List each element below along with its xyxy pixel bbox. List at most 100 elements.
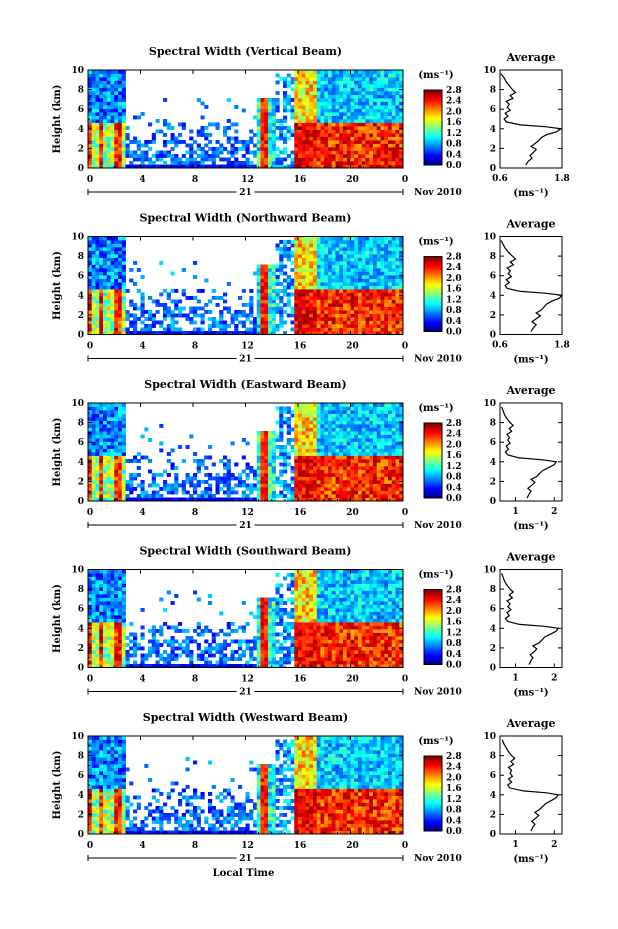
heatmap-cell xyxy=(320,327,325,332)
heatmap-cell xyxy=(313,480,318,484)
heatmap-cell xyxy=(260,310,265,314)
heatmap-cell xyxy=(95,417,100,421)
heatmap-cell xyxy=(395,462,400,467)
heatmap-cell xyxy=(388,324,393,328)
heatmap-cell xyxy=(271,143,276,148)
heatmap-cell xyxy=(189,310,194,314)
heatmap-cell xyxy=(324,289,329,293)
heatmap-cell xyxy=(369,459,374,463)
heatmap-cell xyxy=(309,285,314,290)
heatmap-cell xyxy=(196,161,201,165)
heatmap-cell xyxy=(286,427,291,432)
heatmap-cell xyxy=(88,455,93,460)
heatmap-cell xyxy=(309,441,314,446)
profile-title: Average xyxy=(505,218,555,231)
heatmap-cell xyxy=(320,292,325,297)
heatmap-cell xyxy=(121,143,126,148)
heatmap-cell xyxy=(313,105,318,109)
heatmap-cell xyxy=(95,494,100,498)
heatmap-cell xyxy=(384,129,389,134)
heatmap-cell xyxy=(365,87,370,92)
heatmap-cell xyxy=(256,431,261,435)
heatmap-cell xyxy=(174,480,179,484)
heatmap-cell xyxy=(286,164,291,169)
heatmap-cell xyxy=(163,469,168,474)
heatmap-cell xyxy=(305,108,310,113)
date-label-bg xyxy=(236,353,255,364)
colorbar-tick-label: 0.8 xyxy=(446,306,462,316)
heatmap-cell xyxy=(309,427,314,432)
heatmap-cell xyxy=(256,480,261,484)
heatmap-cell xyxy=(159,424,164,428)
heatmap-cell xyxy=(320,271,325,276)
heatmap-cell xyxy=(181,268,186,272)
heatmap-cell xyxy=(260,303,265,307)
heatmap-cell xyxy=(249,310,254,314)
heatmap-cell xyxy=(395,161,400,165)
heatmap-cell xyxy=(376,275,381,279)
heatmap-cell xyxy=(264,271,269,276)
heatmap-cell xyxy=(331,406,336,411)
colorbar-swatch xyxy=(424,122,442,125)
heatmap-cell xyxy=(354,448,359,453)
heatmap-cell xyxy=(271,313,276,318)
heatmap-cell xyxy=(313,410,318,414)
heatmap-cell xyxy=(136,459,141,463)
heatmap-cell xyxy=(331,476,336,481)
heatmap-cell xyxy=(331,112,336,116)
heatmap-cell xyxy=(350,452,355,456)
heatmap-cell xyxy=(320,455,325,460)
heatmap-cell xyxy=(88,101,93,106)
heatmap-cell xyxy=(388,303,393,307)
heatmap-cell xyxy=(350,324,355,328)
y-tick-label: 8 xyxy=(78,252,84,262)
heatmap-cell xyxy=(376,403,381,407)
heatmap-cell xyxy=(114,441,119,446)
heatmap-cell xyxy=(106,303,111,307)
heatmap-cell xyxy=(346,115,351,120)
heatmap-cell xyxy=(166,296,171,300)
heatmap-cell xyxy=(294,431,299,435)
heatmap-cell xyxy=(335,240,340,244)
heatmap-cell xyxy=(388,420,393,425)
profile-x-tick-label: 2 xyxy=(551,507,557,517)
heatmap-cell xyxy=(365,264,370,269)
heatmap-cell xyxy=(286,247,291,251)
heatmap-cell xyxy=(106,278,111,283)
heatmap-cell xyxy=(178,133,183,137)
heatmap-cell xyxy=(91,157,96,162)
colorbar-swatch xyxy=(424,490,442,494)
heatmap-cell xyxy=(193,275,198,279)
heatmap-cell xyxy=(110,424,115,428)
heatmap-cell xyxy=(181,126,186,130)
heatmap-cell xyxy=(343,303,348,307)
heatmap-cell xyxy=(361,240,366,244)
heatmap-cell xyxy=(365,427,370,432)
heatmap-cell xyxy=(331,250,336,255)
heatmap-cell xyxy=(365,247,370,251)
heatmap-cell xyxy=(339,236,344,241)
heatmap-cell xyxy=(298,250,303,255)
heatmap-cell xyxy=(91,490,96,495)
heatmap-cell xyxy=(294,115,299,120)
heatmap-cell xyxy=(95,424,100,428)
heatmap-cell xyxy=(196,331,201,335)
heatmap-cell xyxy=(350,105,355,109)
heatmap-cell xyxy=(346,452,351,456)
heatmap-cell xyxy=(373,278,378,283)
heatmap-cell xyxy=(346,108,351,113)
heatmap-cell xyxy=(350,327,355,332)
heatmap-cell xyxy=(223,462,228,467)
heatmap-cell xyxy=(114,250,119,255)
heatmap-cell xyxy=(118,324,123,328)
heatmap-cell xyxy=(121,285,126,290)
heatmap-cell xyxy=(264,105,269,109)
heatmap-cell xyxy=(253,115,258,120)
heatmap-cell xyxy=(346,101,351,106)
heatmap-cell xyxy=(110,257,115,262)
heatmap-cell xyxy=(118,157,123,162)
heatmap-cell xyxy=(121,98,126,102)
heatmap-cell xyxy=(313,94,318,99)
heatmap-cell xyxy=(166,154,171,158)
heatmap-cell xyxy=(110,261,115,265)
